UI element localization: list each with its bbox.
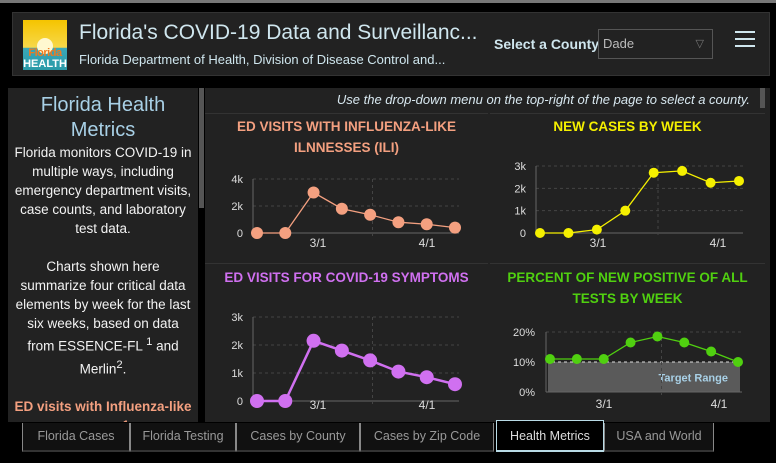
chevron-down-icon: ▽ — [695, 38, 704, 50]
footnote-1: 1 — [146, 336, 153, 348]
y-tick-label: 4k — [231, 174, 243, 186]
chart-panel: Target Range 0% 10% 20% 3/1 4/1 PERCENT OF NEW… — [490, 263, 765, 421]
y-tick-label: 2k — [514, 183, 526, 195]
panel-heading: Florida Health Metrics — [40, 94, 166, 141]
data-point[interactable] — [363, 353, 378, 368]
chart-svg: Target Range 0% 10% 20% 3/1 4/1 — [513, 327, 743, 411]
chart-panel: 0 1k 2k 3k 3/1 4/1 ED VISITS FOR COVID-19 SYMP… — [205, 263, 488, 421]
y-tick-label: 0% — [519, 387, 535, 399]
chart-svg: 0 2k 4k 3/1 4/1 — [231, 174, 461, 250]
hamburger-icon[interactable] — [735, 31, 755, 49]
data-point[interactable] — [652, 331, 663, 342]
x-tick-label: 3/1 — [596, 397, 613, 411]
data-point[interactable] — [419, 370, 434, 385]
y-tick-label: 0 — [520, 228, 526, 240]
x-tick-label: 3/1 — [310, 236, 327, 250]
data-point[interactable] — [677, 165, 688, 176]
data-point[interactable] — [734, 175, 744, 186]
county-select-value: Dade — [603, 36, 635, 51]
footnote-2: 2 — [116, 358, 123, 371]
data-point[interactable] — [335, 202, 348, 215]
y-tick-label: 2k — [231, 340, 243, 352]
target-range-label: Target Range — [659, 373, 728, 385]
panel-scrollbar[interactable] — [199, 88, 204, 208]
panel-intro: Florida monitors COVID-19 in multiple wa… — [14, 145, 192, 236]
data-point[interactable] — [391, 364, 406, 379]
app-subtitle: Florida Department of Health, Division o… — [79, 52, 446, 67]
instruction-text: Use the drop-down menu on the top-right … — [336, 92, 750, 107]
county-select-label: Select a County — [494, 36, 600, 52]
top-strip — [0, 0, 776, 3]
chart-title: ED VISITS WITH INFLUENZA-LIKE ILNNESSES … — [237, 119, 456, 155]
data-point[interactable] — [591, 224, 602, 235]
y-tick-label: 1k — [514, 206, 526, 218]
data-point[interactable] — [306, 333, 321, 348]
desc-text-3: . — [122, 361, 127, 376]
chart-title: ED VISITS FOR COVID-19 SYMPTOMS — [224, 270, 469, 285]
x-tick-label: 4/1 — [711, 397, 728, 411]
tab-health-metrics[interactable]: Health Metrics — [496, 420, 604, 452]
tab-florida-cases[interactable]: Florida Cases — [22, 423, 130, 452]
tab-cases-by-zip-code[interactable]: Cases by Zip Code — [360, 423, 494, 452]
data-point[interactable] — [620, 205, 631, 216]
data-point[interactable] — [334, 343, 349, 358]
tab-usa-and-world[interactable]: USA and World — [604, 423, 714, 452]
chart-svg: 0 1k 2k 3k 3/1 4/1 — [514, 161, 744, 250]
data-point[interactable] — [364, 208, 377, 221]
data-point[interactable] — [563, 228, 574, 238]
section-text: ED visits with Influenza-like illness — [14, 399, 192, 422]
chart-panel: 0 2k 4k 3/1 4/1 ED VISITS WITH INFLUENZA-LIKE… — [205, 113, 488, 261]
app-title: Florida's COVID-19 Data and Surveillanc.… — [79, 21, 478, 44]
panel-description: Charts shown here summarize four critica… — [8, 257, 198, 378]
target-range-band — [548, 362, 740, 392]
florida-health-logo: Florida HEALTH — [23, 20, 67, 70]
chart-title: PERCENT OF NEW POSITIVE OF ALL TESTS BY … — [507, 270, 748, 306]
y-tick-label: 0 — [237, 228, 243, 240]
data-point[interactable] — [648, 167, 659, 178]
charts-scrollbar[interactable] — [760, 88, 765, 108]
y-tick-label: 20% — [513, 327, 535, 339]
tab-florida-testing[interactable]: Florida Testing — [130, 423, 236, 452]
y-tick-label: 0 — [237, 396, 243, 408]
data-point[interactable] — [705, 177, 716, 188]
data-point[interactable] — [448, 377, 462, 392]
x-tick-label: 3/1 — [590, 236, 607, 250]
data-point[interactable] — [625, 337, 636, 348]
section-heading-ili: ED visits with Influenza-like illness 1 — [8, 397, 198, 422]
x-tick-label: 3/1 — [310, 398, 327, 412]
data-point[interactable] — [420, 218, 433, 231]
data-point[interactable] — [571, 354, 582, 364]
data-point[interactable] — [706, 346, 717, 357]
chart-svg: 0 1k 2k 3k 3/1 4/1 — [231, 312, 462, 412]
data-point[interactable] — [307, 186, 320, 199]
info-panel: Florida Health Metrics Florida monitors … — [8, 88, 198, 422]
desc-text: Charts shown here summarize four critica… — [15, 259, 191, 354]
tab-cases-by-county[interactable]: Cases by County — [236, 423, 360, 452]
data-point[interactable] — [251, 227, 263, 239]
desc-text-2: and Merlin — [79, 338, 179, 377]
chart-panel: 0 1k 2k 3k 3/1 4/1 NEW CASES BY WEEK — [490, 113, 765, 261]
data-point[interactable] — [250, 394, 264, 408]
data-point[interactable] — [733, 357, 743, 367]
data-point[interactable] — [545, 354, 555, 364]
data-point[interactable] — [278, 394, 293, 408]
y-tick-label: 10% — [513, 357, 535, 369]
data-point[interactable] — [679, 337, 690, 348]
y-tick-label: 2k — [231, 201, 243, 213]
x-tick-label: 4/1 — [710, 236, 727, 250]
y-tick-label: 3k — [514, 161, 526, 173]
data-point[interactable] — [449, 221, 461, 234]
data-point[interactable] — [279, 227, 292, 239]
data-point[interactable] — [535, 228, 545, 238]
y-tick-label: 1k — [231, 368, 243, 380]
y-tick-label: 3k — [231, 312, 243, 324]
header: Florida HEALTH Florida's COVID-19 Data an… — [12, 12, 770, 76]
section-footnote: 1 — [123, 419, 129, 422]
x-tick-label: 4/1 — [419, 236, 436, 250]
data-point[interactable] — [392, 216, 405, 229]
x-tick-label: 4/1 — [419, 398, 436, 412]
data-point[interactable] — [598, 354, 609, 364]
chart-title: NEW CASES BY WEEK — [553, 119, 702, 134]
county-select[interactable]: Dade ▽ — [598, 29, 713, 59]
